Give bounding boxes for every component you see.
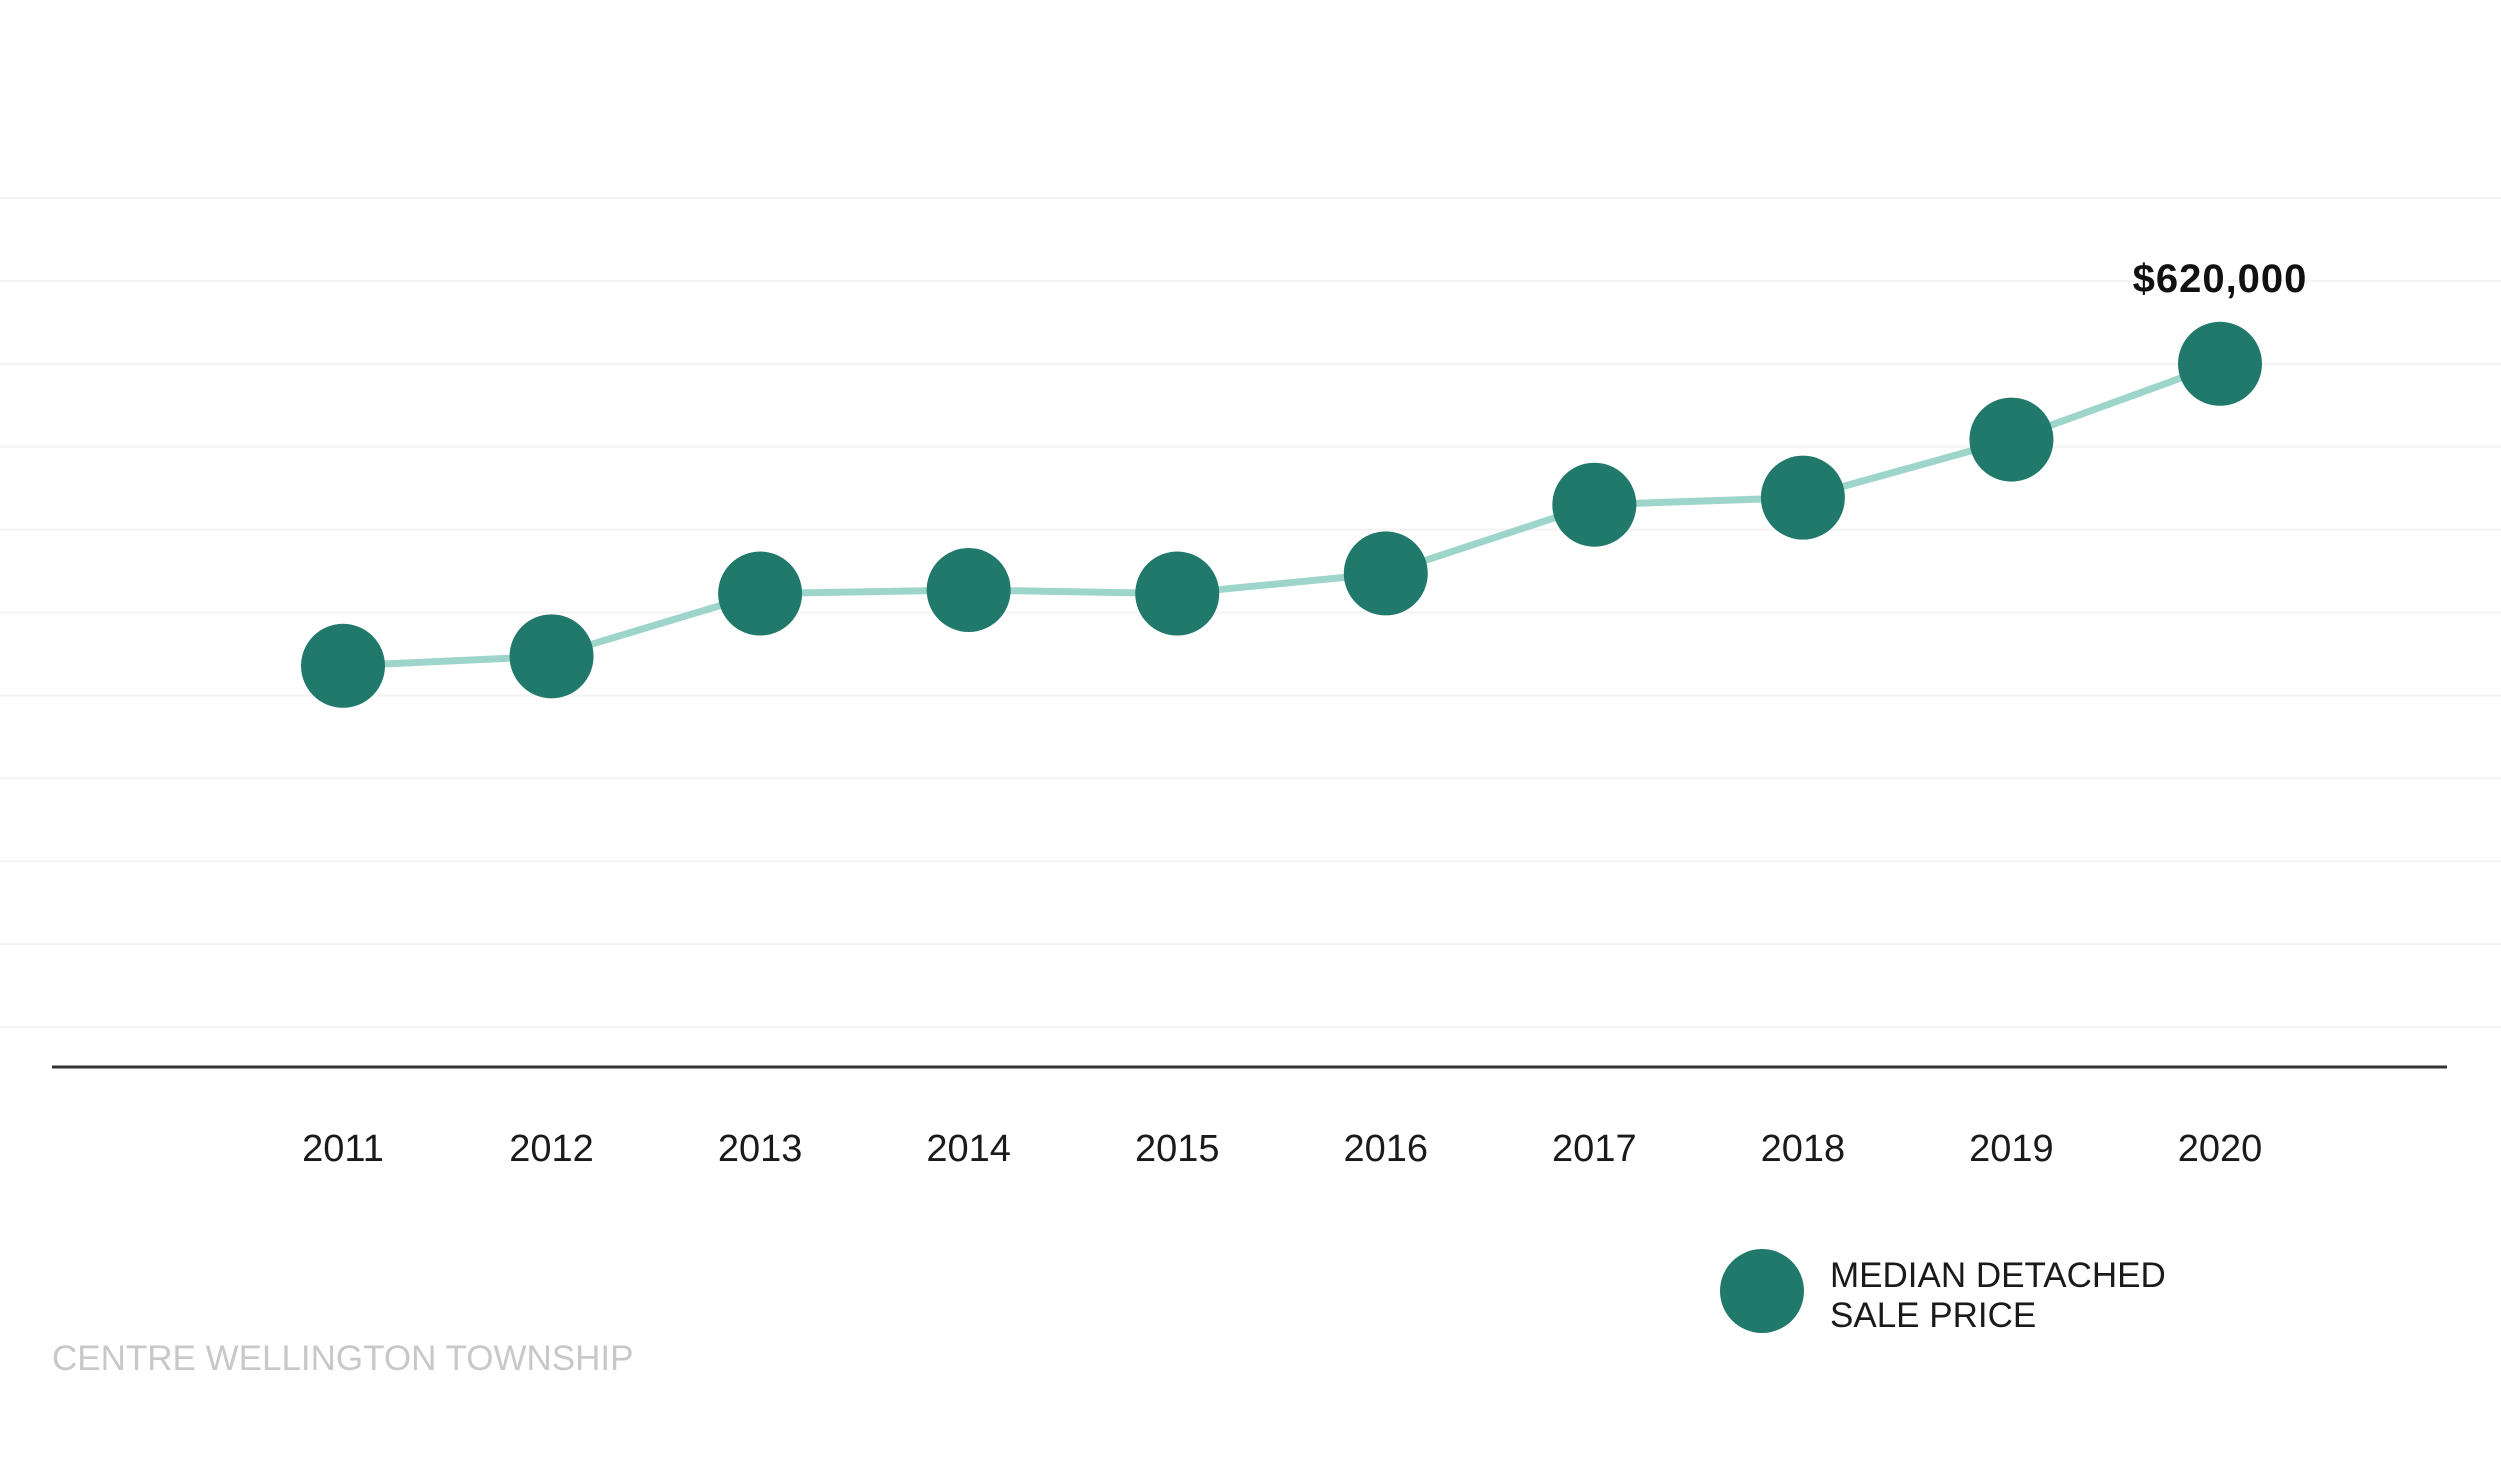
- x-tick-label: 2016: [1344, 1128, 1429, 1170]
- x-tick-label: 2011: [302, 1128, 384, 1170]
- legend-marker: [1720, 1249, 1804, 1333]
- legend-label-line-1: MEDIAN DETACHED: [1830, 1256, 2166, 1295]
- x-tick-label: 2018: [1761, 1128, 1846, 1170]
- data-point: [2178, 321, 2262, 406]
- x-tick-label: 2013: [718, 1128, 803, 1170]
- legend-label-line-2: SALE PRICE: [1830, 1296, 2036, 1335]
- series-line: [342, 360, 2222, 670]
- x-tick-label: 2020: [2178, 1128, 2263, 1170]
- x-tick-label: 2014: [926, 1128, 1011, 1170]
- x-tick-label: 2015: [1135, 1128, 1220, 1170]
- data-point: [509, 614, 594, 699]
- footer-source-label: CENTRE WELLINGTON TOWNSHIP: [52, 1339, 633, 1378]
- gridlines: [0, 197, 2501, 1028]
- data-point: [1343, 531, 1428, 616]
- data-label: $620,000: [2133, 257, 2308, 301]
- data-point: [1552, 462, 1637, 547]
- x-tick-label: 2017: [1552, 1128, 1637, 1170]
- annotations: $620,000: [2133, 257, 2308, 301]
- data-points: [301, 321, 2262, 708]
- data-point: [301, 623, 385, 708]
- data-point: [1135, 551, 1220, 636]
- x-tick-label: 2019: [1969, 1128, 2054, 1170]
- data-point: [1760, 455, 1845, 540]
- x-tick-label: 2012: [509, 1128, 594, 1170]
- x-tick-labels: 2011 2012 2013 2014 2015 2016 2017 2018 2019 2020: [302, 1128, 2262, 1170]
- series-line-group: [342, 360, 2222, 670]
- data-point: [1969, 397, 2054, 482]
- data-point: [926, 547, 1011, 632]
- legend: MEDIAN DETACHED SALE PRICE: [1720, 1249, 2166, 1335]
- data-point: [718, 551, 803, 636]
